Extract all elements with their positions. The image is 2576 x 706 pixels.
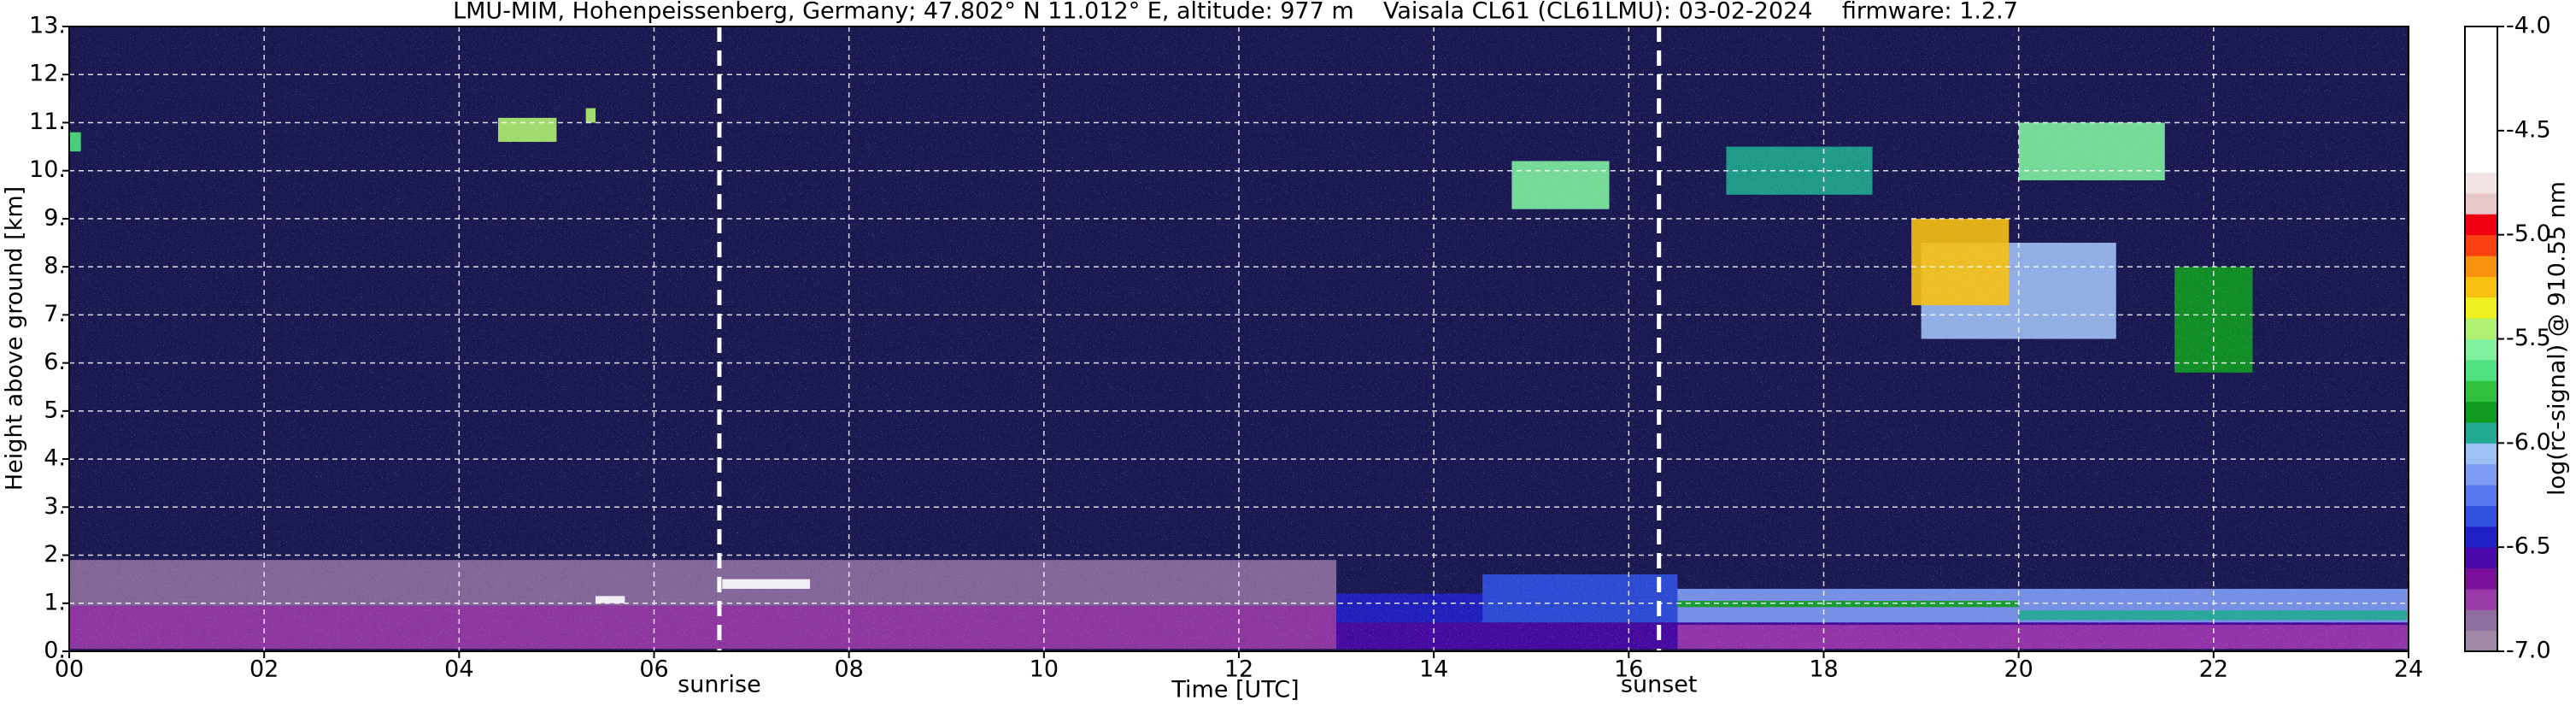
colorbar-swatch [2465,89,2497,110]
y-tick-label: 3. [44,493,66,520]
y-tick-label: 11. [29,109,66,135]
y-tick-label: 12. [29,61,66,87]
colorbar-swatch [2465,588,2497,610]
colorbar-swatch [2465,151,2497,174]
colorbar-swatch [2465,172,2497,194]
y-tick-label: 2. [44,541,66,568]
chart-title: LMU-MIM, Hohenpeissenberg, Germany; 47.8… [453,0,2018,25]
plot-frame [68,26,2409,652]
x-tick-label: 16 [1614,656,1643,683]
event-label: sunset [1621,672,1698,698]
y-tick-label: 13. [29,13,66,39]
x-tick-label: 12 [1224,656,1253,683]
event-label: sunrise [678,672,761,698]
colorbar-swatch [2465,26,2497,48]
x-tick-label: 18 [1809,656,1838,683]
colorbar-label: log(rc-signal) @ 910.55 nm [2544,181,2571,496]
colorbar-tick-label: -4.0 [2506,13,2551,39]
x-axis-label: Time [UTC] [1171,677,1299,703]
x-tick-label: 20 [2004,656,2033,683]
x-tick-label: 08 [834,656,863,683]
y-tick-label: 4. [44,445,66,472]
colorbar-swatch [2465,214,2497,236]
x-tick-label: 14 [1419,656,1448,683]
colorbar-swatch [2465,380,2497,403]
colorbar-swatch [2465,463,2497,485]
colorbar-swatch [2465,485,2497,506]
y-tick-label: 8. [44,253,66,279]
y-tick-label: 5. [44,397,66,423]
x-tick-label: 10 [1030,656,1059,683]
colorbar-swatch [2465,609,2497,632]
y-tick-label: 7. [44,301,66,327]
colorbar-swatch [2465,359,2497,381]
colorbar-tick-label: -7.0 [2506,638,2551,664]
colorbar-swatch [2465,68,2497,90]
colorbar-swatch [2465,421,2497,444]
y-tick-label: 1. [44,589,66,615]
y-tick-label: 9. [44,204,66,231]
colorbar-swatch [2465,505,2497,527]
colorbar-swatch [2465,401,2497,423]
x-tick-label: 06 [639,656,668,683]
x-tick-label: 04 [444,656,473,683]
colorbar-swatch [2465,192,2497,215]
colorbar-swatch [2465,130,2497,152]
colorbar-tick-label: -6.5 [2506,533,2551,560]
colorbar-tick-label: -5.5 [2506,325,2551,351]
colorbar-swatch [2465,443,2497,465]
colorbar-swatch [2465,630,2497,652]
colorbar-swatch [2465,526,2497,548]
colorbar-tick-label: -6.0 [2506,429,2551,456]
x-tick-label: 02 [249,656,279,683]
x-tick-label: 22 [2199,656,2228,683]
colorbar-swatch [2465,47,2497,69]
y-tick-label: 6. [44,349,66,375]
colorbar-swatch [2465,338,2497,361]
colorbar-swatch [2465,318,2497,339]
colorbar-swatch [2465,276,2497,298]
colorbar-tick-label: -4.5 [2506,116,2551,143]
y-tick-label: 10. [29,156,66,183]
x-tick-label: 00 [55,656,84,683]
colorbar-swatch [2465,234,2497,256]
colorbar-swatch [2465,297,2497,319]
x-tick-label: 24 [2394,656,2423,683]
colorbar-swatch [2465,568,2497,590]
colorbar-tick-label: -5.0 [2506,221,2551,247]
colorbar-swatch [2465,547,2497,569]
y-axis-label: Height above ground [km] [2,186,28,491]
colorbar-swatch [2465,256,2497,277]
colorbar-swatch [2465,109,2497,132]
y-tick-label: 0. [44,638,66,664]
